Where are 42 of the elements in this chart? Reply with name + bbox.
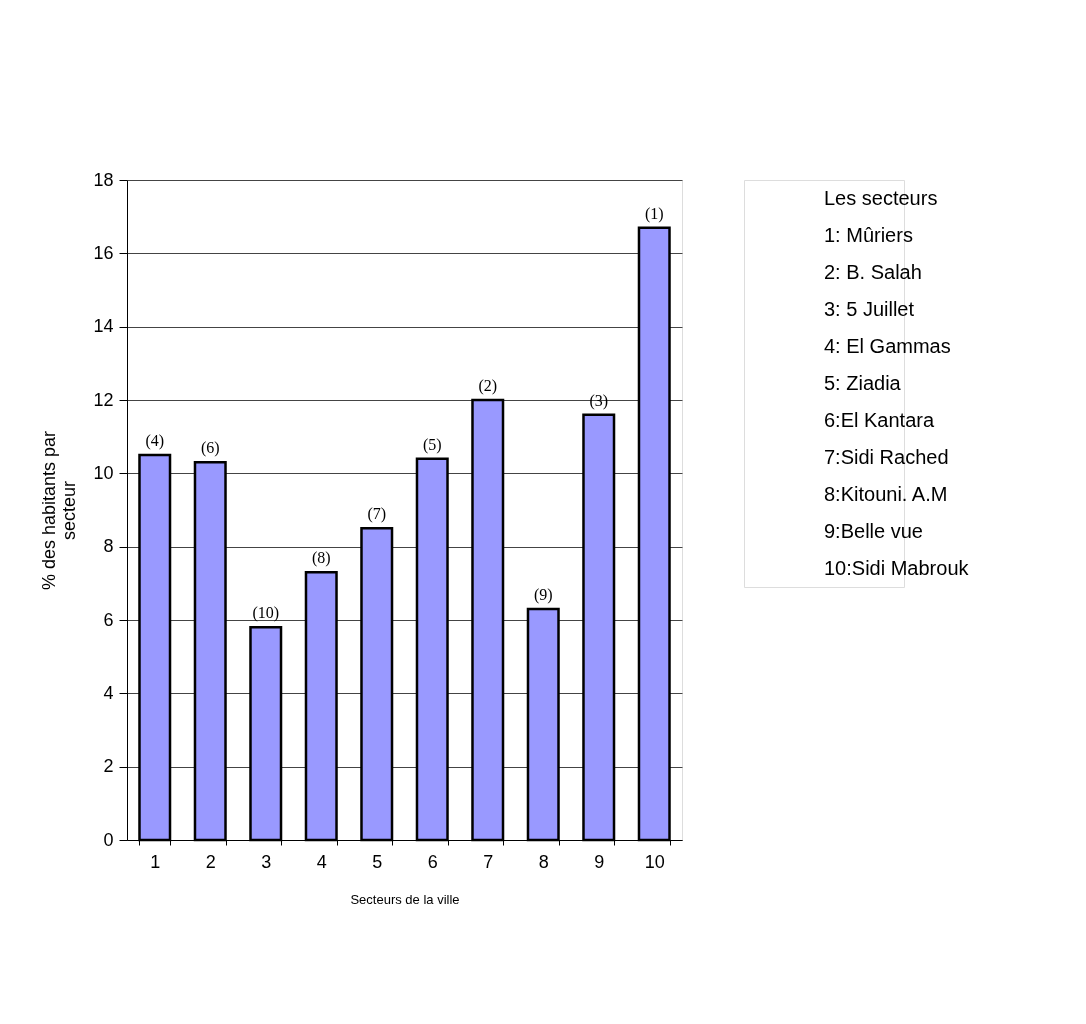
y-tick-label: 6	[103, 609, 114, 630]
y-tick-label: 8	[103, 536, 114, 557]
y-tick-label: 10	[93, 462, 114, 483]
annotation: (8)	[311, 549, 331, 568]
text: Les secteurs	[824, 186, 938, 209]
text: 5: Ziadia	[824, 371, 902, 394]
y-tick-label: 0	[103, 829, 114, 850]
x-tick-label: 3	[261, 851, 272, 872]
x-tick-label: 2	[205, 851, 216, 872]
y-tick-label: 12	[93, 389, 114, 410]
x-tick-label: 9	[594, 851, 605, 872]
y-tick-label: 18	[93, 169, 114, 190]
y-axis-title: % des habitants par secteur	[39, 430, 80, 591]
annotation: (6)	[200, 439, 220, 458]
annotation: (2)	[478, 377, 498, 395]
x-tick-label: 6	[427, 851, 438, 872]
annotation: (4)	[145, 432, 165, 450]
text: 4: El Gammas	[824, 334, 951, 357]
y-tick-label: 14	[93, 316, 114, 337]
x-tick-label: 4	[316, 851, 327, 872]
text: 10:Sidi Mabrouk	[824, 556, 970, 579]
y-tick-label: 16	[93, 242, 114, 263]
x-tick-label: 10	[644, 851, 665, 872]
x-tick-label: 7	[483, 851, 494, 872]
text: 3: 5 Juillet	[824, 297, 915, 320]
text: 6:El Kantara	[824, 408, 935, 431]
text: 1: Mûriers	[824, 223, 913, 246]
annotation: (10)	[252, 604, 280, 623]
annotation: (7)	[367, 505, 387, 524]
text: 2: B. Salah	[824, 260, 922, 283]
annotation: (5)	[422, 435, 442, 454]
x-tick-label: 1	[150, 851, 161, 872]
x-tick-label: 5	[372, 851, 383, 872]
annotation: (9)	[533, 586, 553, 604]
text: 8:Kitouni. A.M	[824, 482, 948, 505]
text: 7:Sidi Rached	[824, 445, 949, 468]
text: 9:Belle vue	[824, 519, 923, 542]
annotation: (1)	[644, 204, 664, 223]
x-tick-label: 8	[538, 851, 549, 872]
x-axis-title: Secteurs de la ville	[350, 891, 460, 907]
y-tick-label: 4	[103, 682, 114, 703]
y-tick-label: 2	[103, 756, 114, 777]
